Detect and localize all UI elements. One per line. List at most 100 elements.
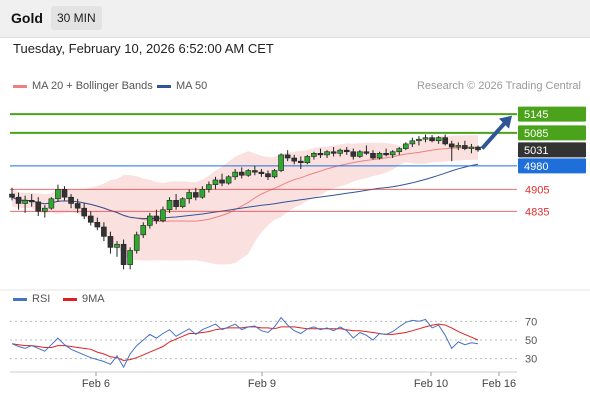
candle-body <box>179 198 186 207</box>
candle-body <box>15 196 22 204</box>
candle-body <box>127 250 133 265</box>
candle-body <box>28 200 35 203</box>
candle-body <box>238 171 245 176</box>
candle-body <box>311 153 317 157</box>
candle-body <box>160 209 166 222</box>
candle-body <box>173 200 179 207</box>
level-label-s1: 4905 <box>525 184 549 196</box>
timeframe-selector[interactable]: 30 MIN <box>51 6 102 30</box>
candle-body <box>435 137 442 142</box>
candle-body <box>186 192 193 200</box>
candle-body <box>120 243 127 265</box>
candle-body <box>219 179 225 184</box>
candle-body <box>192 192 199 198</box>
candle-body <box>343 149 350 153</box>
candle-body <box>357 151 363 157</box>
level-label-s2: 4835 <box>525 206 549 218</box>
candle-body <box>363 151 370 154</box>
candle-body <box>265 173 271 178</box>
ma20-swatch-icon <box>13 84 27 88</box>
candle-body <box>68 196 74 204</box>
level-label-pivot: 4980 <box>524 161 548 173</box>
candle-body <box>330 151 337 154</box>
candle-body <box>22 200 28 204</box>
rsi-9ma-line <box>11 323 479 362</box>
candle-body <box>297 160 304 164</box>
candle-body <box>35 201 42 212</box>
ma9-swatch-icon <box>63 297 77 301</box>
level-label-r1: 5085 <box>524 128 548 140</box>
candle-body <box>212 179 219 185</box>
candle-body <box>245 170 252 176</box>
candle-body <box>252 170 258 173</box>
candle-body <box>429 137 435 142</box>
candle-body <box>153 215 160 222</box>
candle-body <box>199 189 206 198</box>
timestamp: Tuesday, February 10, 2026 6:52:00 AM CE… <box>13 41 274 56</box>
level-badge-r2 <box>518 106 586 122</box>
candle-body <box>101 226 107 237</box>
level-badge-last <box>518 142 586 158</box>
candle-body <box>55 189 61 200</box>
candle-body <box>304 156 311 164</box>
x-tick-label: Feb 16 <box>482 378 516 390</box>
candle-body <box>291 157 298 162</box>
candle-body <box>337 149 343 154</box>
level-label-r2: 5145 <box>524 109 548 121</box>
candle-body <box>324 151 330 156</box>
candle-body <box>107 236 114 248</box>
candle-body <box>48 198 55 209</box>
candle-body <box>317 153 324 156</box>
x-tick-label: Feb 10 <box>414 378 448 390</box>
candle-body <box>87 215 94 223</box>
candle-body <box>74 203 81 209</box>
legend-rsi: RSI <box>13 293 50 305</box>
candle-body <box>448 143 455 148</box>
candle-body <box>114 243 120 248</box>
candle-body <box>278 154 284 171</box>
candle-body <box>94 221 101 228</box>
level-badge-pivot <box>518 158 586 174</box>
candle-body <box>225 176 232 184</box>
candle-body <box>383 153 389 156</box>
candle-body <box>133 234 140 251</box>
bollinger-band <box>12 135 478 265</box>
candle-body <box>81 207 87 217</box>
candle-body <box>376 153 383 159</box>
legend-rsi-label: RSI <box>32 293 51 305</box>
candle-body <box>442 137 448 145</box>
x-tick-label: Feb 9 <box>248 378 276 390</box>
candle-body <box>350 151 357 157</box>
credit-text: Research © 2026 Trading Central <box>416 80 581 92</box>
legend-ma50: MA 50 <box>157 80 207 92</box>
level-label-last: 5031 <box>524 145 548 157</box>
candle-body <box>468 146 475 149</box>
level-badge-r1 <box>518 125 586 141</box>
candle-body <box>462 145 468 149</box>
ma50-swatch-icon <box>157 84 171 88</box>
x-tick-label: Feb 6 <box>82 378 110 390</box>
candle-body <box>206 184 212 190</box>
candle-body <box>396 148 403 153</box>
candle-body <box>370 153 376 159</box>
instrument-title: Gold <box>11 10 43 26</box>
candle-body <box>403 143 409 149</box>
candle-body <box>258 171 265 174</box>
candle-body <box>416 138 422 142</box>
rsi-tick-label: 50 <box>525 335 537 347</box>
legend-9ma: 9MA <box>63 293 105 305</box>
candle-body <box>147 215 153 226</box>
header-bar: Gold 30 MIN <box>0 0 590 38</box>
candle-body <box>455 145 462 148</box>
candle-body <box>389 151 396 156</box>
candle-body <box>61 189 68 198</box>
candle-body <box>409 140 416 145</box>
forecast-arrowhead <box>499 115 512 129</box>
candle-body <box>475 146 481 151</box>
candle-body <box>42 207 48 212</box>
legend-ma20: MA 20 + Bollinger Bands <box>13 80 153 92</box>
candle-body <box>166 200 173 211</box>
legend-ma50-label: MA 50 <box>176 80 208 92</box>
rsi-swatch-icon <box>13 297 27 301</box>
